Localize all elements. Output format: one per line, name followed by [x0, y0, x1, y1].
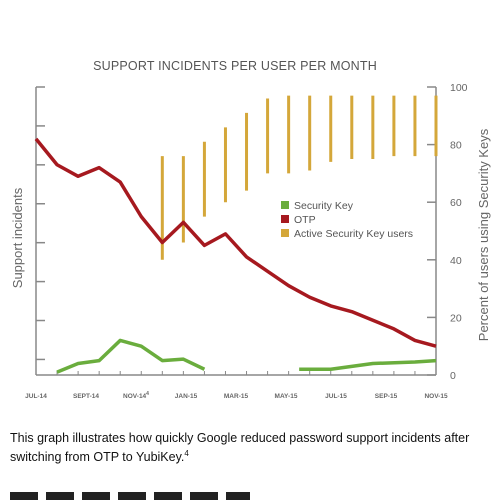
legend-label: Active Security Key users: [294, 228, 413, 240]
chart-caption: This graph illustrates how quickly Googl…: [10, 430, 490, 465]
next-section-heading: [10, 488, 260, 500]
x-tick-label: SEPT-14: [73, 393, 99, 400]
y-axis-left-label: Support incidents: [10, 187, 25, 288]
x-tick-label: JAN-15: [175, 393, 198, 400]
x-tick-label: NOV-15: [424, 393, 448, 400]
x-tick-label: MAY-15: [275, 393, 298, 400]
y-right-tick-label: 20: [450, 312, 462, 324]
y-right-tick-label: 80: [450, 140, 462, 152]
security-key-line: [299, 358, 437, 371]
x-tick-footnote: 4: [146, 391, 149, 397]
x-tick-label: JUL-14: [25, 393, 47, 400]
cut-off-heading-image: [10, 492, 250, 500]
y-axis-right-label: Percent of users using Security Keys: [476, 128, 491, 341]
legend-swatch: [281, 201, 289, 209]
series-lines: [34, 137, 437, 374]
caption-text: This graph illustrates how quickly Googl…: [10, 431, 470, 465]
security-key-line: [56, 338, 206, 374]
x-tick-label: MAR-15: [224, 393, 249, 400]
active-users-bars: [160, 95, 438, 260]
y-right-tick-label: 0: [450, 370, 456, 382]
legend-label: OTP: [294, 214, 316, 226]
legend: Security Key OTP Active Security Key users: [281, 200, 413, 240]
otp-line: [34, 137, 437, 348]
legend-swatch: [281, 215, 289, 223]
x-tick-label: NOV-144: [123, 391, 149, 400]
x-tick-label: SEP-15: [375, 393, 398, 400]
legend-label: Security Key: [294, 200, 354, 212]
y-right-tick-label: 100: [450, 82, 468, 94]
legend-swatch: [281, 229, 289, 237]
chart-title: SUPPORT INCIDENTS PER USER PER MONTH: [93, 59, 377, 73]
support-incidents-chart: SUPPORT INCIDENTS PER USER PER MONTH Sup…: [10, 59, 491, 400]
y-right-tick-label: 60: [450, 197, 462, 209]
caption-footnote: 4: [184, 449, 189, 458]
x-tick-label: JUL-15: [325, 393, 347, 400]
tick-labels: JUL-14 SEPT-14 NOV-144 JAN-15 MAR-15 MAY-15 JU…: [25, 82, 468, 400]
y-right-tick-label: 40: [450, 255, 462, 267]
